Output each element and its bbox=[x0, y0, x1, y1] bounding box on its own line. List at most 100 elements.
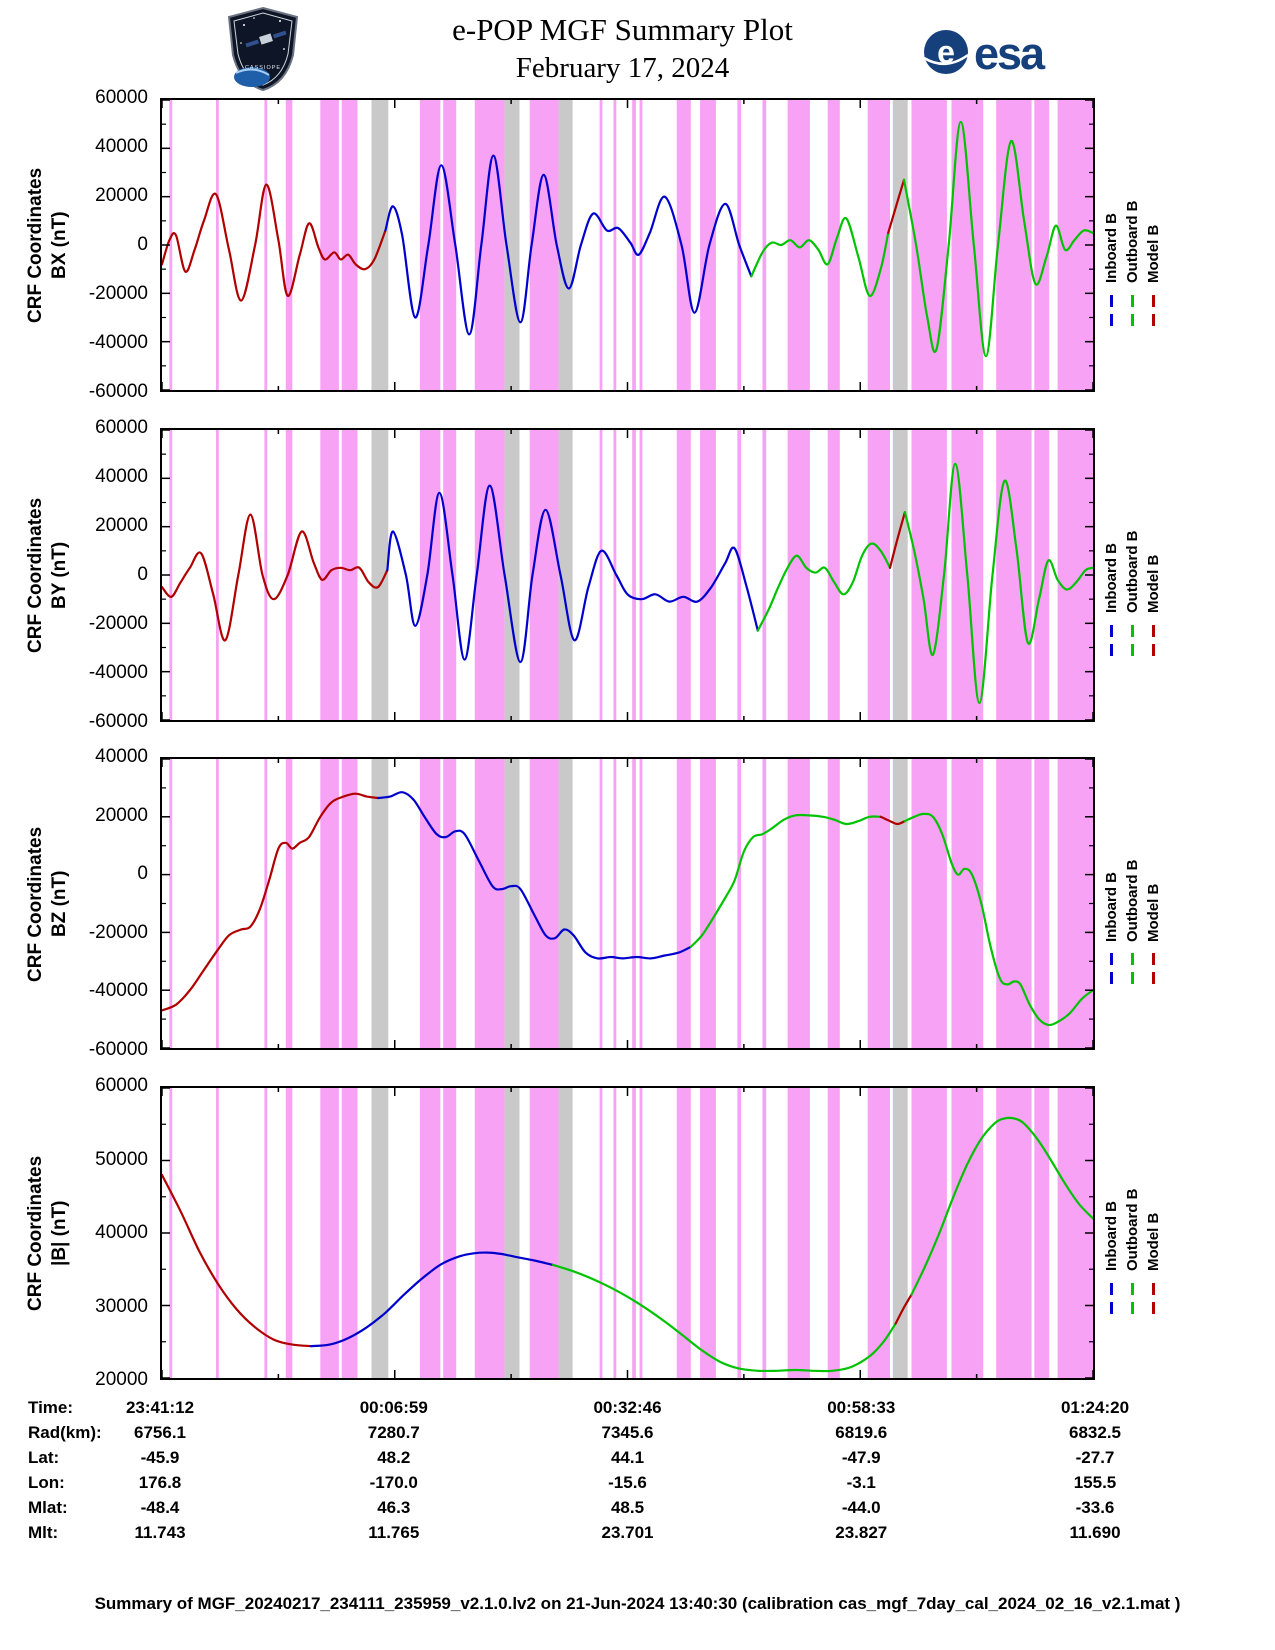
quality-band-pink bbox=[1034, 430, 1050, 720]
table-row-label: Lat: bbox=[28, 1448, 60, 1467]
quality-band-pink bbox=[169, 759, 173, 1048]
legend-line-sample-inboard bbox=[1110, 314, 1113, 326]
footer-summary: Summary of MGF_20240217_234111_235959_v2… bbox=[94, 1594, 1181, 1613]
curve-bx-model bbox=[160, 183, 387, 302]
quality-band-pink bbox=[787, 100, 810, 390]
curve-bz-model bbox=[879, 815, 906, 826]
quality-band-pink bbox=[787, 1088, 810, 1378]
y-axis-title-line1: CRF Coordinates bbox=[25, 167, 46, 323]
quality-band-pink bbox=[639, 100, 643, 390]
table-cell: 11.743 bbox=[134, 1523, 186, 1542]
y-tick-label: 0 bbox=[137, 234, 148, 255]
curve-by-model bbox=[888, 511, 906, 569]
quality-band-pink bbox=[867, 100, 890, 390]
table-row-label: Lon: bbox=[28, 1473, 65, 1492]
y-tick-label: -60000 bbox=[88, 711, 148, 732]
quality-band-pink bbox=[169, 100, 173, 390]
quality-band-pink bbox=[419, 100, 441, 390]
quality-band-pink bbox=[1034, 759, 1050, 1048]
legend-line-sample-outboard bbox=[1131, 1283, 1134, 1295]
table-cell: 6832.5 bbox=[1069, 1423, 1121, 1442]
y-tick-label: 40000 bbox=[95, 1222, 148, 1243]
table-cell: 48.2 bbox=[377, 1448, 411, 1467]
legend-line-sample-model bbox=[1152, 1302, 1155, 1314]
plot-area-bz bbox=[160, 757, 1095, 1050]
quality-band-pink bbox=[762, 759, 767, 1048]
quality-band-pink bbox=[1057, 759, 1093, 1048]
quality-band-pink bbox=[700, 1088, 716, 1378]
quality-band-gray bbox=[558, 430, 573, 720]
quality-band-pink bbox=[951, 759, 984, 1048]
cassiope-mission-patch-logo: CASSIOPE bbox=[222, 5, 304, 98]
quality-band-pink bbox=[827, 1088, 840, 1378]
table-row-label: Mlt: bbox=[28, 1523, 59, 1542]
quality-band-pink bbox=[951, 1088, 984, 1378]
quality-band-gray bbox=[892, 1088, 908, 1378]
quality-band-pink bbox=[599, 430, 603, 720]
legend-label-model-b: Model B bbox=[1145, 883, 1162, 942]
quality-band-pink bbox=[867, 1088, 890, 1378]
quality-band-pink bbox=[341, 100, 358, 390]
quality-band-pink bbox=[632, 100, 636, 390]
y-tick-label: 60000 bbox=[95, 87, 148, 108]
legend-label-model-b: Model B bbox=[1145, 1212, 1162, 1271]
quality-band-pink bbox=[996, 1088, 1032, 1378]
legend-label-outboard-b: Outboard B bbox=[1124, 200, 1141, 284]
table-cell: 00:58:33 bbox=[827, 1398, 896, 1417]
y-tick-label: -20000 bbox=[88, 283, 148, 304]
quality-band-pink bbox=[911, 759, 947, 1048]
quality-band-pink bbox=[700, 759, 716, 1048]
y-tick-label: 60000 bbox=[95, 1075, 148, 1096]
plot-title: e-POP MGF Summary Plot bbox=[452, 12, 793, 47]
quality-band-pink bbox=[529, 1088, 559, 1378]
quality-band-pink bbox=[613, 759, 617, 1048]
quality-band-pink bbox=[599, 759, 603, 1048]
svg-text:e: e bbox=[937, 34, 955, 70]
curve-bx-model bbox=[887, 178, 906, 234]
quality-band-pink bbox=[264, 430, 268, 720]
quality-band-pink bbox=[320, 1088, 339, 1378]
legend-line-sample-inboard bbox=[1110, 625, 1113, 637]
y-tick-label: 40000 bbox=[95, 136, 148, 157]
quality-band-pink bbox=[737, 759, 742, 1048]
table-cell: 11.690 bbox=[1069, 1523, 1121, 1542]
legend-label-inboard-b: Inboard B bbox=[1103, 1201, 1120, 1271]
quality-band-pink bbox=[216, 430, 219, 720]
legend-line-sample-outboard bbox=[1131, 295, 1134, 307]
quality-band-pink bbox=[1034, 1088, 1050, 1378]
table-row-label: Rad(km): bbox=[28, 1423, 102, 1442]
legend-line-sample-model bbox=[1152, 953, 1155, 965]
quality-band-pink bbox=[285, 100, 293, 390]
quality-band-pink bbox=[700, 430, 716, 720]
y-tick-label: -20000 bbox=[88, 613, 148, 634]
curve-bx-outboard bbox=[902, 120, 1095, 358]
quality-band-pink bbox=[737, 430, 742, 720]
quality-band-pink bbox=[827, 759, 840, 1048]
table-cell: 48.5 bbox=[610, 1498, 645, 1517]
table-cell: 23.701 bbox=[601, 1523, 654, 1542]
table-cell: 23:41:12 bbox=[125, 1398, 195, 1417]
y-tick-label: 20000 bbox=[95, 804, 148, 826]
y-tick-label: 40000 bbox=[95, 466, 148, 487]
table-cell: 176.8 bbox=[138, 1473, 182, 1492]
legend-line-sample-outboard bbox=[1131, 972, 1134, 984]
y-tick-label: -40000 bbox=[88, 662, 148, 683]
quality-band-gray bbox=[504, 1088, 520, 1378]
legend-line-sample-model bbox=[1152, 625, 1155, 637]
legend-line-sample-inboard bbox=[1110, 1283, 1113, 1295]
y-tick-label: 60000 bbox=[95, 417, 148, 438]
table-cell: -47.9 bbox=[841, 1448, 881, 1467]
quality-band-pink bbox=[474, 1088, 505, 1378]
y-tick-label: 20000 bbox=[95, 515, 148, 536]
quality-band-pink bbox=[443, 759, 457, 1048]
legend-label-outboard-b: Outboard B bbox=[1124, 1188, 1141, 1272]
table-cell: -48.4 bbox=[140, 1498, 180, 1517]
table-cell: 7280.7 bbox=[367, 1423, 420, 1442]
table-cell: 01:24:20 bbox=[1060, 1398, 1130, 1417]
quality-band-gray bbox=[504, 430, 520, 720]
quality-band-pink bbox=[443, 1088, 457, 1378]
legend-label-outboard-b: Outboard B bbox=[1124, 859, 1141, 943]
curve-by-inboard bbox=[386, 484, 759, 664]
table-cell: 155.5 bbox=[1073, 1473, 1117, 1492]
quality-band-gray bbox=[558, 759, 573, 1048]
